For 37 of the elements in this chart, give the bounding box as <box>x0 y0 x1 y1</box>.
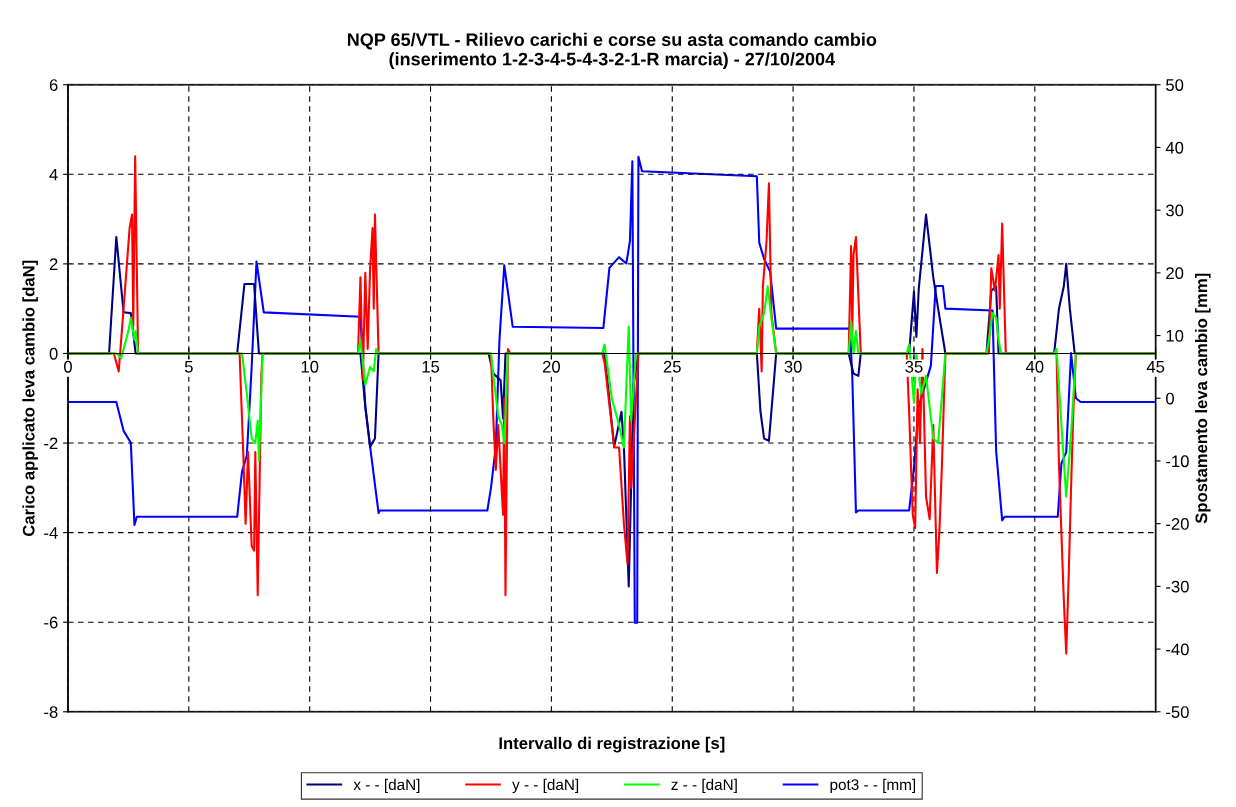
y-tick-label: -6 <box>44 616 58 629</box>
y2-tick-label: 40 <box>1165 141 1184 154</box>
y2-tick-label: 0 <box>1166 392 1174 405</box>
y2-tick-label: -40 <box>1166 643 1189 656</box>
y-tick-label: -4 <box>44 527 58 539</box>
x-tick-label: 40 <box>1025 360 1044 373</box>
legend-label: y - - [daN] <box>512 778 579 794</box>
x-tick-label: 35 <box>905 360 923 373</box>
x-tick-label: 20 <box>542 360 561 373</box>
x-tick-label: 10 <box>301 360 319 373</box>
y-tick-label: 4 <box>49 168 58 181</box>
y2-tick-label: -10 <box>1166 455 1189 468</box>
y2-tick-label: 50 <box>1166 79 1184 91</box>
x-tick-label: 5 <box>184 361 193 373</box>
legend-label: x - - [daN] <box>353 778 420 794</box>
y2-axis-title: Spostamento leva cambio [mm] <box>1195 273 1211 524</box>
y2-tick-label: 30 <box>1166 204 1184 217</box>
y2-tick-label: 10 <box>1166 329 1184 342</box>
y-tick-label: 6 <box>49 79 58 91</box>
x-tick-label: 0 <box>64 360 72 373</box>
y-tick-label: 0 <box>49 347 58 360</box>
x-tick-label: 25 <box>663 360 681 373</box>
chart-title: NQP 65/VTL - Rilievo carichi e corse su asta comando cambio (inserimento 1-2-3-4-5-4-3-2-1-R marcia) - 27/10/2004 <box>347 32 877 70</box>
legend-label: z - - [daN] <box>671 778 737 794</box>
y-tick-label: 2 <box>49 258 58 270</box>
y-tick-label: -2 <box>44 437 58 450</box>
y-tick-label: -8 <box>44 706 58 718</box>
x-axis-title: Intervallo di registrazione [s] <box>499 736 725 753</box>
y2-tick-label: 20 <box>1166 267 1184 280</box>
y2-tick-label: -50 <box>1166 706 1189 718</box>
legend-label: pot3 - - [mm] <box>830 778 916 794</box>
y2-tick-label: -30 <box>1166 580 1189 593</box>
x-tick-label: 15 <box>422 361 440 373</box>
x-tick-label: 45 <box>1146 361 1165 373</box>
y2-tick-label: -20 <box>1166 518 1189 530</box>
y-axis-title: Carico applicato leva cambio [daN] <box>22 260 38 537</box>
x-tick-label: 30 <box>784 360 802 373</box>
